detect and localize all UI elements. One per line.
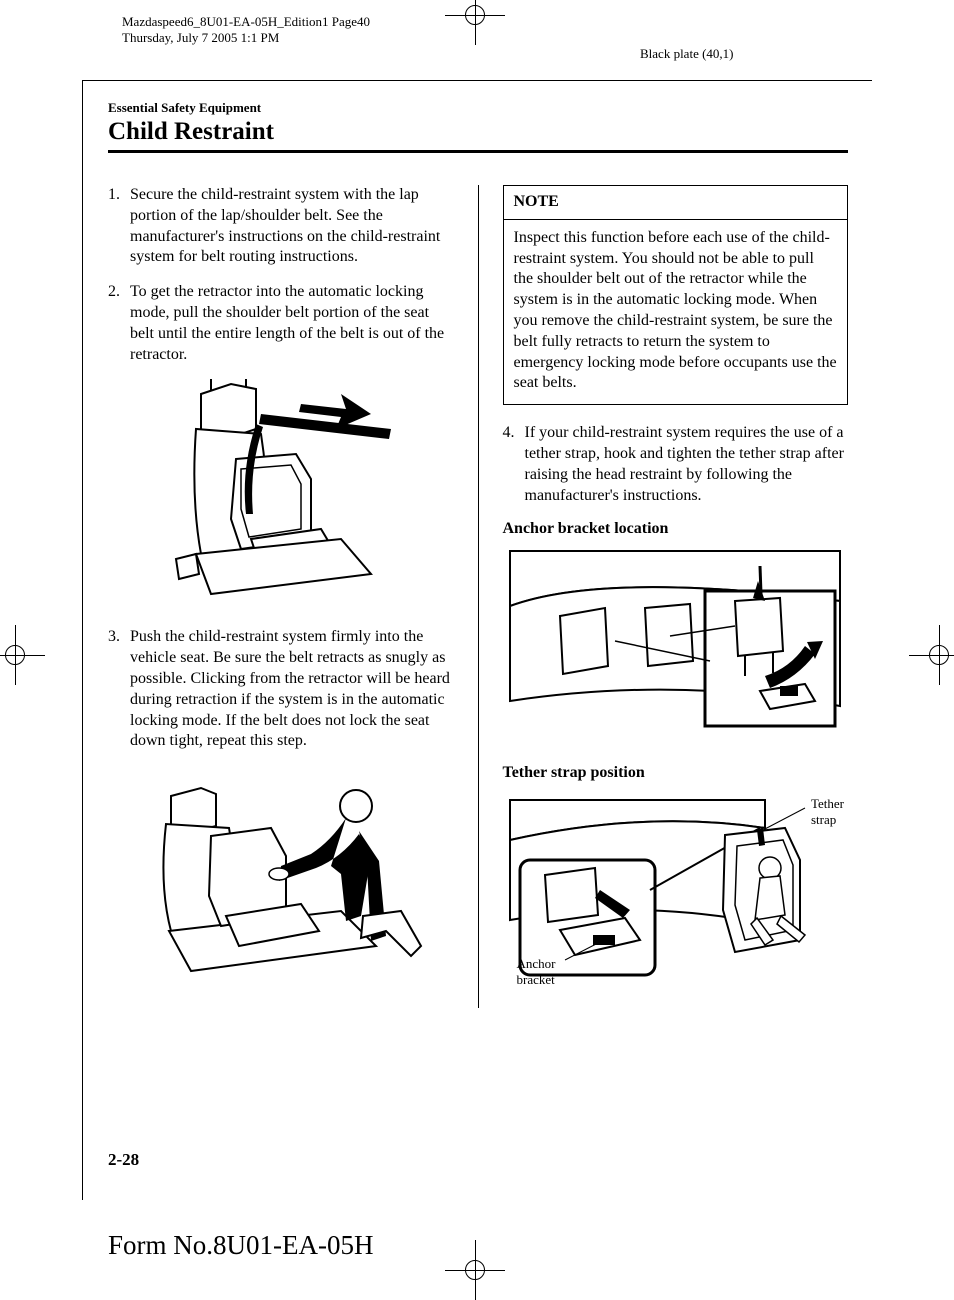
step-text: Secure the child-restraint system with t…	[130, 185, 454, 268]
column-divider	[478, 185, 479, 1008]
note-body: Inspect this function before each use of…	[504, 220, 848, 404]
right-column: NOTE Inspect this function before each u…	[503, 185, 849, 1008]
page-number: 2-28	[108, 1150, 139, 1170]
crop-mark-bottom	[460, 1255, 490, 1285]
black-plate-label: Black plate (40,1)	[640, 46, 734, 62]
print-header: Mazdaspeed6_8U01-EA-05H_Edition1 Page40 …	[122, 14, 370, 45]
note-box: NOTE Inspect this function before each u…	[503, 185, 849, 405]
step-4: 4. If your child-restraint system requir…	[503, 423, 849, 506]
step-text: Push the child-restraint system firmly i…	[130, 627, 454, 752]
crop-mark-top	[460, 0, 490, 30]
section-header: Essential Safety Equipment Child Restrai…	[108, 100, 848, 153]
subheading-anchor: Anchor bracket location	[503, 520, 849, 538]
note-title: NOTE	[504, 186, 848, 220]
step-number: 3.	[108, 627, 130, 752]
crop-mark-right	[924, 640, 954, 670]
doc-id: Mazdaspeed6_8U01-EA-05H_Edition1 Page40	[122, 14, 370, 30]
page-content: Essential Safety Equipment Child Restrai…	[108, 100, 848, 1008]
breadcrumb: Essential Safety Equipment	[108, 100, 848, 116]
steps-list-left-2: 3. Push the child-restraint system firml…	[108, 627, 454, 752]
figure-belt-pull	[108, 379, 454, 609]
label-tether-strap: Tether strap	[811, 796, 844, 828]
subheading-tether: Tether strap position	[503, 764, 849, 782]
print-timestamp: Thursday, July 7 2005 1:1 PM	[122, 30, 370, 46]
page-title: Child Restraint	[108, 118, 848, 146]
steps-list-left: 1. Secure the child-restraint system wit…	[108, 185, 454, 365]
form-number: Form No.8U01-EA-05H	[108, 1230, 373, 1261]
trim-line-left	[82, 80, 83, 1200]
trim-line-top	[82, 80, 872, 81]
crop-mark-left	[0, 640, 30, 670]
step-number: 1.	[108, 185, 130, 268]
step-2: 2. To get the retractor into the automat…	[108, 282, 454, 365]
step-text: If your child-restraint system requires …	[525, 423, 849, 506]
step-number: 4.	[503, 423, 525, 506]
figure-anchor-location	[503, 546, 849, 746]
figure-push-seat	[108, 766, 454, 976]
label-anchor-bracket: Anchor bracket	[517, 956, 556, 988]
step-number: 2.	[108, 282, 130, 365]
left-column: 1. Secure the child-restraint system wit…	[108, 185, 454, 1008]
step-text: To get the retractor into the automatic …	[130, 282, 454, 365]
figure-tether-position: Tether strap Anchor bracket	[503, 790, 849, 990]
steps-list-right: 4. If your child-restraint system requir…	[503, 423, 849, 506]
step-3: 3. Push the child-restraint system firml…	[108, 627, 454, 752]
two-column-layout: 1. Secure the child-restraint system wit…	[108, 185, 848, 1008]
step-1: 1. Secure the child-restraint system wit…	[108, 185, 454, 268]
title-rule	[108, 150, 848, 153]
